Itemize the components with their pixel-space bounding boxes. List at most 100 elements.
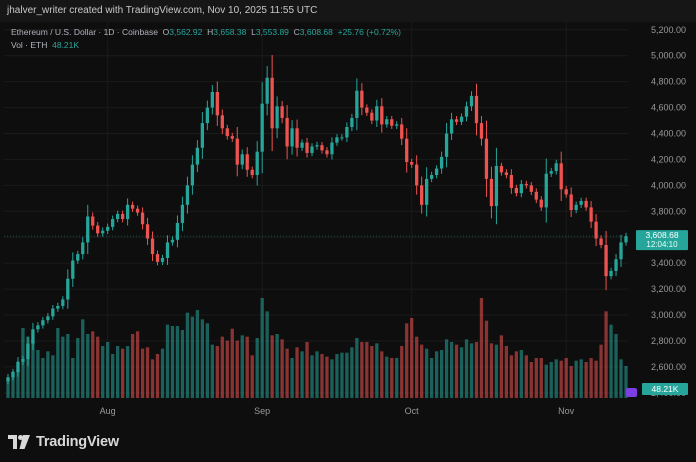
candle-body (175, 222, 180, 240)
candle-body (584, 200, 588, 208)
candle-body (300, 142, 304, 148)
legend-open-value: 3,562.92 (169, 27, 203, 37)
legend-change: +25.76 (+0.72%) (337, 27, 401, 37)
volume-bar (335, 354, 339, 398)
volume-bar (230, 328, 234, 398)
candle-body (549, 171, 553, 174)
volume-bar (16, 370, 20, 398)
volume-bar (101, 346, 105, 398)
candle-body (86, 216, 90, 243)
candle-body (464, 106, 469, 117)
candle-body (91, 216, 95, 226)
volume-bar (300, 351, 304, 398)
candle-body (31, 329, 35, 344)
volume-bar (584, 362, 588, 398)
candle-body (250, 169, 254, 175)
candle-body (140, 212, 145, 225)
candle-body (245, 154, 249, 170)
volume-bar (190, 316, 195, 398)
candle-body (604, 245, 608, 277)
volume-bar (220, 336, 224, 398)
volume-bar (111, 354, 115, 398)
price-tick-label: 4,800.00 (651, 77, 686, 87)
legend-close-value: 3,608.68 (299, 27, 333, 37)
volume-bar (175, 326, 180, 398)
volume-bar (240, 335, 244, 398)
price-tick-label: 3,000.00 (651, 310, 686, 320)
price-tick-label: 4,600.00 (651, 103, 686, 113)
candle-body (345, 127, 349, 138)
volume-bar (245, 336, 249, 398)
volume-bar (290, 358, 294, 398)
candle-body (370, 112, 374, 121)
candle-body (444, 133, 449, 157)
price-tick-label: 3,200.00 (651, 284, 686, 294)
attribution-bar: jhalver_writer created with TradingView.… (0, 0, 696, 23)
candle-body (340, 137, 344, 139)
volume-bar (6, 379, 10, 398)
candle-body (320, 145, 324, 151)
candle-body (120, 213, 125, 220)
time-axis-label: Aug (100, 406, 116, 416)
price-tick-label: 5,000.00 (651, 51, 686, 61)
legend-close-label: C (293, 27, 300, 37)
price-tag-value: 3,608.68 (645, 230, 678, 240)
candle-body (594, 221, 598, 239)
candle-body (71, 260, 75, 279)
volume-bar (270, 335, 274, 398)
volume-bar (36, 350, 40, 398)
volume-bar (31, 339, 35, 398)
candle-body (280, 106, 284, 118)
volume-bar (145, 347, 150, 398)
candlestick-chart[interactable]: 2,400.002,600.002,800.003,000.003,200.00… (0, 22, 696, 421)
volume-bar (400, 346, 404, 398)
candle-body (160, 257, 165, 262)
legend-symbol: Ethereum / U.S. Dollar · 1D · Coinbase (11, 27, 158, 37)
tradingview-brand[interactable]: TradingView (8, 434, 119, 450)
volume-bar (420, 344, 424, 398)
volume-tag (642, 383, 688, 395)
volume-bar (444, 339, 449, 398)
volume-bar (180, 330, 185, 398)
candle-body (484, 138, 489, 179)
volume-bar (365, 342, 369, 398)
volume-bar (425, 348, 429, 398)
candle-body (285, 117, 289, 147)
candle-body (579, 200, 583, 205)
volume-bar (11, 371, 15, 398)
volume-bar (125, 346, 130, 398)
volume-bar (91, 331, 95, 398)
candle-body (101, 230, 105, 234)
volume-bar (340, 352, 344, 398)
candle-body (195, 147, 200, 165)
candle-body (574, 204, 578, 210)
candle-body (599, 238, 603, 246)
volume-bar (459, 347, 464, 398)
price-tick-label: 4,200.00 (651, 154, 686, 164)
candle-body (111, 219, 115, 227)
volume-bar (165, 324, 170, 398)
price-tick-label: 3,400.00 (651, 258, 686, 268)
volume-bar (315, 351, 319, 398)
candle-body (554, 163, 558, 172)
candle-body (305, 142, 309, 153)
volume-bar (375, 343, 379, 398)
volume-bar (544, 364, 548, 398)
attribution-text: jhalver_writer created with TradingView.… (7, 5, 318, 16)
volume-bar (51, 355, 55, 398)
volume-bar (255, 338, 259, 398)
volume-bar (509, 355, 514, 398)
volume-bar (185, 312, 190, 398)
candle-body (509, 174, 514, 188)
candle-body (405, 138, 409, 163)
volume-bar (355, 338, 359, 398)
price-tag-countdown: 12:04:10 (646, 240, 678, 249)
volume-bar (350, 347, 354, 398)
chart-legend: Ethereum / U.S. Dollar · 1D · Coinbase O… (11, 26, 401, 52)
candle-body (375, 106, 379, 121)
legend-volume-value: 48.21K (52, 40, 80, 50)
candle-body (16, 361, 20, 373)
candle-body (529, 185, 533, 192)
candle-body (350, 117, 354, 128)
volume-bar (429, 358, 434, 398)
